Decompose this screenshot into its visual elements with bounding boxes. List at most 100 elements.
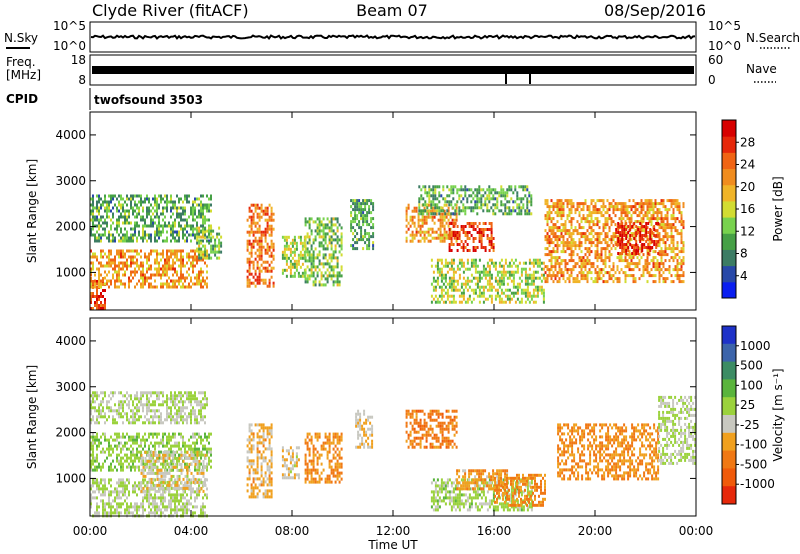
- echo-cell: [572, 268, 575, 272]
- echo-cell: [100, 400, 102, 404]
- echo-cell: [198, 400, 200, 404]
- echo-cell: [156, 273, 158, 277]
- echo-cell: [578, 241, 581, 245]
- echo-cell: [146, 261, 148, 265]
- echo-cell: [558, 256, 561, 260]
- echo-cell: [622, 211, 625, 215]
- echo-cell: [470, 200, 473, 204]
- echo-cell: [580, 241, 583, 245]
- echo-cell: [446, 261, 449, 265]
- echo-cell: [564, 262, 567, 266]
- echo-cell: [198, 421, 200, 425]
- echo-cell: [598, 274, 601, 278]
- echo-cell: [200, 438, 202, 442]
- echo-cell: [140, 403, 142, 407]
- echo-cell: [658, 277, 661, 281]
- echo-cell: [526, 200, 529, 204]
- echo-cell: [670, 274, 673, 278]
- echo-cell: [504, 270, 507, 274]
- echo-cell: [96, 453, 98, 457]
- echo-cell: [635, 234, 638, 237]
- echo-cell: [120, 249, 122, 253]
- echo-cell: [502, 267, 505, 271]
- echo-cell: [620, 220, 623, 224]
- echo-cell: [184, 444, 186, 448]
- echo-cell: [447, 218, 450, 222]
- echo-cell: [516, 264, 519, 268]
- echo-cell: [642, 265, 645, 269]
- echo-cell: [120, 447, 122, 451]
- echo-cell: [295, 241, 298, 245]
- echo-cell: [100, 412, 102, 416]
- echo-cell: [118, 409, 120, 413]
- echo-cell: [450, 203, 453, 207]
- echo-cell: [308, 238, 311, 242]
- echo-cell: [512, 206, 515, 210]
- echo-cell: [596, 256, 599, 260]
- echo-cell: [448, 234, 451, 237]
- echo-cell: [460, 185, 463, 189]
- echo-cell: [102, 465, 104, 469]
- echo-cell: [540, 285, 543, 289]
- echo-cell: [172, 221, 174, 225]
- echo-cell: [170, 233, 172, 237]
- echo-cell: [478, 206, 481, 210]
- echo-cell: [546, 214, 549, 218]
- echo-cell: [405, 209, 408, 213]
- echo-cell: [660, 220, 663, 224]
- echo-cell: [180, 418, 182, 422]
- echo-cell: [432, 185, 435, 189]
- echo-cell: [462, 297, 465, 301]
- echo-cell: [106, 406, 108, 410]
- echo-cell: [90, 502, 92, 506]
- echo-cell: [206, 229, 209, 233]
- echo-cell: [440, 258, 443, 262]
- echo-cell: [100, 435, 102, 439]
- echo-cell: [110, 462, 112, 466]
- echo-cell: [142, 456, 144, 460]
- echo-cell: [637, 249, 640, 252]
- echo-cell: [358, 205, 361, 209]
- echo-cell: [356, 217, 359, 221]
- echo-cell: [287, 256, 290, 260]
- colorbar-swatch: [722, 249, 736, 267]
- echo-cell: [100, 233, 102, 237]
- echo-cell: [554, 202, 557, 206]
- echo-cell: [476, 225, 479, 228]
- echo-region: [90, 194, 212, 243]
- echo-cell: [322, 226, 325, 230]
- echo-cell: [166, 418, 168, 422]
- echo-cell: [362, 214, 365, 218]
- echo-cell: [318, 268, 321, 272]
- echo-cell: [102, 462, 104, 466]
- echo-cell: [580, 268, 583, 272]
- echo-cell: [508, 294, 511, 298]
- echo-cell: [568, 259, 571, 263]
- echo-cell: [558, 202, 561, 206]
- echo-cell: [126, 418, 128, 422]
- echo-cell: [582, 232, 585, 236]
- echo-cell: [174, 218, 176, 222]
- echo-cell: [628, 253, 631, 257]
- echo-cell: [496, 279, 499, 283]
- echo-cell: [124, 394, 126, 398]
- echo-cell: [308, 220, 311, 224]
- echo-cell: [368, 208, 371, 212]
- echo-cell: [260, 236, 263, 240]
- echo-cell: [206, 462, 208, 466]
- echo-cell: [114, 203, 116, 207]
- echo-cell: [332, 271, 335, 275]
- echo-cell: [488, 197, 491, 201]
- echo-cell: [291, 241, 294, 245]
- echo-cell: [350, 244, 353, 248]
- echo-cell: [534, 261, 537, 265]
- echo-cell: [360, 226, 363, 230]
- echo-cell: [194, 264, 196, 268]
- echo-cell: [614, 205, 617, 209]
- echo-cell: [154, 215, 156, 219]
- echo-cell: [98, 409, 100, 413]
- echo-cell: [596, 211, 599, 215]
- echo-cell: [450, 249, 453, 252]
- echo-cell: [118, 432, 120, 436]
- echo-cell: [98, 282, 100, 286]
